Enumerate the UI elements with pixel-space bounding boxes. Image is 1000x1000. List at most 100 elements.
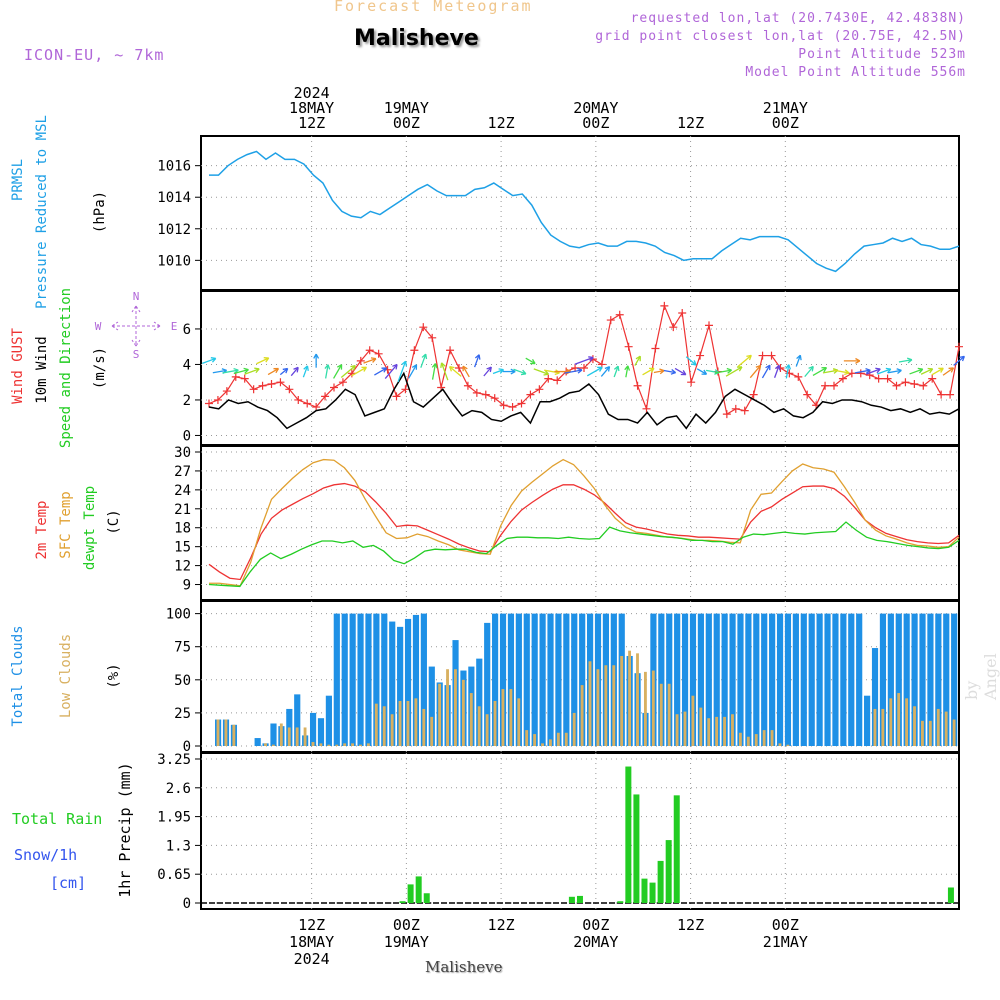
low-cloud-bar (620, 655, 624, 746)
total-cloud-bar (895, 613, 902, 746)
low-cloud-bar (335, 744, 339, 746)
low-cloud-bar (707, 718, 711, 746)
wind-arrow (533, 368, 549, 375)
wind-arrow-head (243, 367, 249, 374)
low-cloud-bar (738, 732, 742, 746)
time-label-bottom: 19MAY (384, 933, 429, 951)
wind-arrow-head (303, 365, 309, 371)
low-cloud-bar (936, 708, 940, 746)
grid-point-coords: grid point closest lon,lat (20.75E, 42.5… (595, 29, 966, 44)
wind-arrow-head (855, 357, 861, 364)
low-cloud-bar (461, 679, 465, 746)
time-label-top: 18MAY (289, 99, 334, 117)
wind-arrow-head (613, 365, 620, 372)
meteogram-title: Forecast Meteogram (334, 0, 533, 15)
total-cloud-bar (484, 622, 491, 746)
low-cloud-bar (493, 700, 497, 746)
temp-2m-label: 2m Temp (34, 500, 50, 559)
wind-arrow-head (796, 354, 802, 361)
wind-arrow-head (254, 367, 260, 374)
gust-marker (205, 399, 213, 408)
total-rain-label: Total Rain (12, 810, 102, 828)
total-cloud-bar (531, 613, 538, 746)
wind-arrow (564, 369, 583, 374)
wind-arrow-head (785, 364, 792, 370)
gust-marker (642, 404, 651, 413)
total-cloud-bar (333, 613, 340, 746)
wind-arrow-head (431, 363, 438, 369)
time-label-bottom: 20MAY (573, 933, 618, 951)
watermark: by Angel (962, 653, 1000, 700)
wind-arrow-head (282, 367, 289, 374)
gust-marker (749, 390, 758, 399)
total-cloud-bar (721, 613, 728, 746)
gust-marker (937, 390, 946, 399)
wind-arrow-head (821, 367, 828, 373)
low-cloud-bar (485, 714, 489, 746)
low-cloud-bar (525, 730, 529, 746)
ytick-label-temperature: 9 (183, 578, 191, 594)
gust-marker (276, 378, 285, 387)
pressure-label-2: Pressure Reduced to MSL (34, 115, 50, 309)
precip-bar (665, 840, 672, 903)
low-cloud-bar (501, 689, 505, 746)
low-cloud-bar (588, 661, 592, 746)
precip-bar (657, 860, 664, 903)
total-cloud-bar (832, 613, 839, 746)
low-cloud-bar (366, 743, 370, 746)
wind-arrow (544, 369, 560, 374)
time-label-top: 12Z (488, 114, 515, 132)
ytick-label-pressure: 1012 (157, 222, 191, 238)
wind-arrow (785, 364, 790, 379)
wind-arrow-head (401, 360, 408, 367)
pressure-line (209, 150, 960, 273)
wind-arrow (202, 357, 216, 364)
dewpt-line (208, 521, 960, 588)
gust-marker (580, 364, 588, 372)
gust-marker (463, 381, 472, 390)
ytick-label-wind: 4 (183, 357, 191, 373)
low-cloud-bar (628, 650, 632, 746)
wind-arrow-head (381, 367, 388, 373)
gust-marker (356, 356, 365, 365)
wind-arrow-head (350, 364, 356, 371)
ytick-label-temperature: 15 (174, 540, 191, 556)
ytick-label-clouds: 25 (174, 706, 191, 722)
wind-arrow (600, 366, 611, 377)
panel-frame-pressure (200, 135, 960, 291)
low-cloud-bar (295, 727, 299, 746)
gust-marker (240, 374, 249, 383)
ytick-label-precip: 0.65 (157, 867, 191, 883)
wind-arrow (374, 367, 387, 376)
low-cloud-bar (746, 736, 750, 746)
ytick-label-precip: 2.6 (166, 781, 191, 797)
total-cloud-bar (492, 613, 499, 746)
gust-marker (955, 342, 963, 351)
total-cloud-bar (317, 718, 325, 746)
wind-arrow-head (324, 364, 331, 370)
gust-marker (499, 401, 508, 410)
wind-arrow-head (635, 355, 641, 362)
wind-arrow (953, 355, 965, 366)
low-cloud-bar (343, 743, 347, 746)
total-cloud-bar (808, 613, 815, 746)
gust-marker (928, 374, 937, 383)
temp-unit: (C) (106, 509, 122, 534)
time-label-top: 12Z (677, 114, 704, 132)
total-cloud-bar (365, 613, 372, 746)
low-cloud-bar (311, 742, 315, 746)
low-cloud-bar (944, 711, 948, 746)
wind-arrow-head (726, 367, 732, 374)
wind-arrow (613, 365, 619, 378)
low-cloud-bar (351, 743, 354, 746)
total-cloud-bar (357, 613, 364, 746)
time-label-bottom: 12Z (298, 916, 325, 934)
low-cloud-bar (414, 698, 418, 746)
low-cloud-bar (374, 703, 378, 746)
wind-arrow (773, 365, 780, 378)
gust-marker (490, 394, 499, 403)
total-cloud-bar (681, 613, 689, 746)
wind-arrow-head (917, 367, 924, 374)
wind-arrow (340, 365, 356, 378)
low-cloud-bar (699, 707, 703, 746)
